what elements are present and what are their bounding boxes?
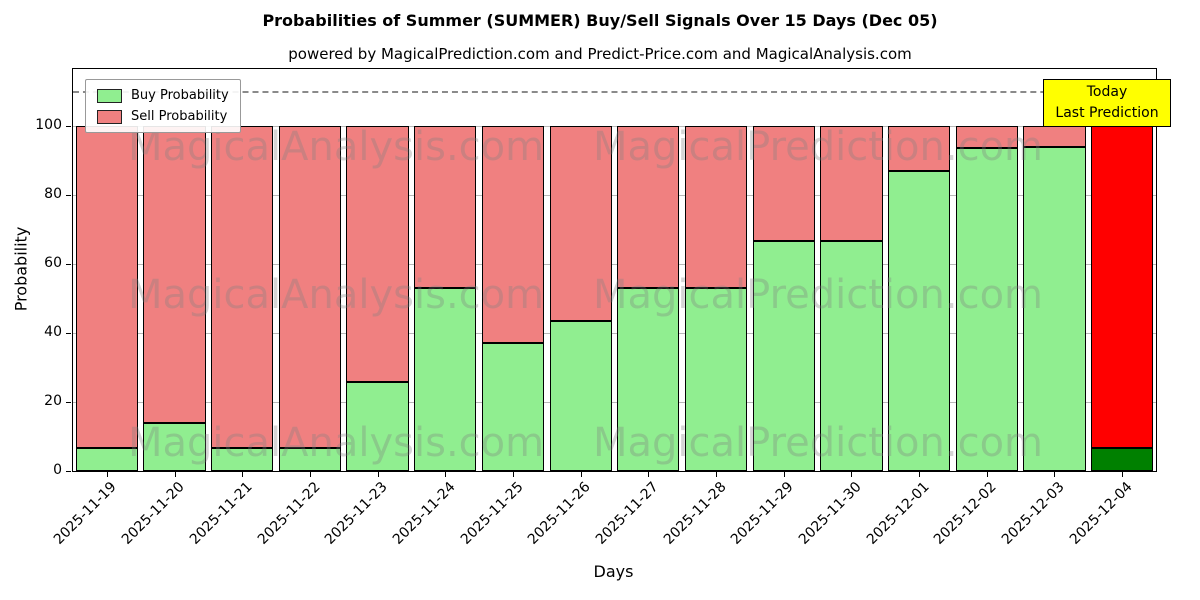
y-tick-label: 60 (44, 254, 62, 271)
x-tick (986, 472, 988, 477)
sell-bar-segment (820, 125, 883, 241)
plot-area: Buy Probability Sell Probability Magical… (72, 68, 1157, 472)
x-tick-label: 2025-11-23 (322, 479, 391, 548)
today-annotation: Today Last Prediction (1043, 79, 1171, 127)
x-tick (851, 472, 853, 477)
buy-bar-segment (1023, 146, 1086, 471)
x-tick-label: 2025-11-30 (795, 479, 865, 548)
y-tick-label: 40 (44, 323, 62, 340)
threshold-line (73, 91, 1156, 94)
buy-bar-segment (346, 381, 409, 471)
buy-bar-segment (820, 240, 883, 471)
sell-bar-segment (887, 125, 951, 171)
legend-entry-buy: Buy Probability (97, 88, 229, 103)
gridline (73, 125, 1156, 127)
y-tick-label: 80 (44, 185, 62, 202)
buy-bar-segment (887, 170, 951, 471)
buy-bar-segment (549, 320, 612, 471)
sell-bar-segment (143, 125, 206, 424)
legend-label-buy: Buy Probability (131, 88, 229, 103)
x-tick-label: 2025-11-20 (118, 479, 188, 548)
gridline (73, 332, 1156, 334)
y-tick (66, 194, 71, 196)
x-tick (309, 472, 311, 477)
today-annotation-line2: Last Prediction (1055, 105, 1159, 121)
x-tick (242, 472, 244, 477)
x-tick (919, 472, 921, 477)
sell-bar-segment (278, 125, 342, 448)
x-tick (716, 472, 718, 477)
x-tick-label: 2025-11-19 (51, 479, 121, 548)
x-tick (580, 472, 582, 477)
chart-title: Probabilities of Summer (SUMMER) Buy/Sel… (262, 11, 938, 30)
legend: Buy Probability Sell Probability (85, 79, 241, 133)
buy-swatch-icon (97, 88, 122, 103)
x-tick-label: 2025-11-25 (457, 479, 527, 548)
sell-bar-segment (684, 125, 748, 288)
buy-bar-segment (955, 148, 1018, 471)
sell-swatch-icon (97, 109, 122, 124)
today-annotation-line1: Today (1086, 84, 1128, 100)
y-tick (66, 263, 71, 265)
sell-bar-segment (752, 125, 815, 241)
x-tick (106, 472, 108, 477)
x-tick (783, 472, 785, 477)
x-tick (512, 472, 514, 477)
chart-subtitle: powered by MagicalPrediction.com and Pre… (288, 45, 912, 63)
buy-bar-segment (481, 343, 545, 471)
sell-bar-segment (481, 125, 545, 344)
x-tick-label: 2025-11-22 (254, 479, 324, 548)
sell-bar-segment (1091, 125, 1154, 448)
buy-bar-segment (143, 423, 206, 471)
buy-bar-segment (617, 287, 680, 471)
sell-bar-segment (75, 125, 138, 448)
sell-bar-segment (955, 125, 1018, 149)
y-tick-label: 100 (35, 116, 62, 133)
sell-bar-segment (549, 125, 612, 321)
x-axis-label: Days (593, 562, 634, 581)
sell-bar-segment (211, 125, 274, 448)
y-tick-label: 0 (53, 462, 62, 478)
legend-label-sell: Sell Probability (131, 109, 228, 124)
x-tick (174, 472, 176, 477)
x-tick-label: 2025-11-24 (389, 479, 459, 548)
x-tick-label: 2025-12-01 (863, 479, 933, 548)
buy-bar-segment (211, 447, 274, 471)
x-tick-label: 2025-12-02 (931, 479, 1001, 548)
buy-bar-segment (752, 240, 815, 471)
gridline (73, 194, 1156, 196)
gridline (73, 401, 1156, 403)
buy-bar-segment (1091, 447, 1154, 471)
x-tick (1122, 472, 1124, 477)
buy-bar-segment (414, 287, 477, 471)
y-tick (66, 401, 71, 403)
buy-bar-segment (75, 447, 138, 471)
x-tick-label: 2025-11-29 (728, 479, 798, 548)
gridline (73, 263, 1156, 265)
x-tick (445, 472, 447, 477)
y-tick (66, 125, 71, 127)
x-tick-label: 2025-11-27 (592, 479, 662, 548)
y-tick-label: 20 (44, 392, 62, 409)
x-tick-label: 2025-12-04 (1066, 479, 1136, 548)
x-tick-label: 2025-11-26 (525, 479, 594, 548)
x-tick-label: 2025-12-03 (998, 479, 1068, 548)
legend-entry-sell: Sell Probability (97, 109, 229, 124)
sell-bar-segment (1023, 125, 1086, 147)
y-tick (66, 471, 71, 472)
sell-bar-segment (346, 125, 409, 382)
x-tick (1054, 472, 1056, 477)
buy-bar-segment (278, 447, 342, 471)
buy-bar-segment (684, 287, 748, 471)
x-tick (648, 472, 650, 477)
x-tick-label: 2025-11-28 (660, 479, 730, 548)
y-tick (66, 332, 71, 334)
x-tick-label: 2025-11-21 (186, 479, 256, 548)
x-tick (377, 472, 379, 477)
sell-bar-segment (617, 125, 680, 288)
sell-bar-segment (414, 125, 477, 288)
